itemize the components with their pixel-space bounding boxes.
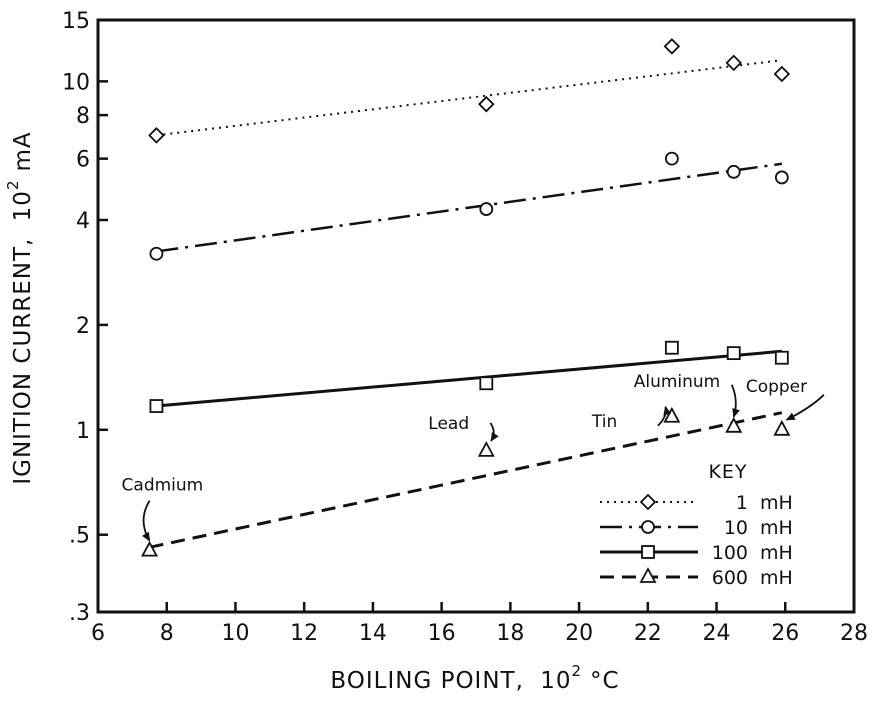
data-point-1-mh: [148, 127, 165, 144]
x-axis-label-prefix: 10: [540, 668, 571, 694]
x-tick-label: 18: [496, 621, 524, 646]
legend-value-1: 1: [736, 492, 748, 514]
y-tick-label: .5: [69, 524, 90, 549]
x-tick-label: 24: [703, 621, 731, 646]
annotation-arrow: [785, 394, 825, 421]
legend-unit: mH: [760, 542, 793, 564]
y-axis-label-prefix: 10: [10, 190, 36, 221]
legend-marker-10-mh: [641, 520, 655, 534]
x-tick-label: 8: [160, 621, 174, 646]
fit-line-10-mh: [156, 162, 783, 253]
x-tick-label: 26: [771, 621, 799, 646]
data-point-10-mh: [479, 202, 494, 216]
y-tick-label: .3: [69, 601, 90, 626]
legend: KEY 1 mH 10 mH 100 mH 600 mH: [600, 461, 793, 589]
y-axis-label-sup: 2: [4, 180, 22, 191]
fit-lines-layer: [149, 59, 783, 549]
data-point-100-mh: [149, 399, 164, 413]
annotation-aluminum: Aluminum: [634, 372, 721, 392]
annotation-arrow: [657, 405, 672, 427]
data-point-10-mh: [774, 170, 789, 185]
data-point-1-mh: [663, 38, 681, 55]
data-point-10-mh: [664, 151, 679, 166]
annotation-arrow: [489, 422, 499, 442]
fit-line-1-mh: [156, 59, 782, 137]
y-axis-label-unit: mA: [10, 131, 36, 171]
x-tick-label: 12: [290, 621, 318, 646]
x-tick-label: 14: [359, 621, 387, 646]
legend-unit: mH: [760, 567, 793, 589]
data-point-100-mh: [664, 340, 679, 355]
plot-frame: [96, 18, 856, 614]
annotation-copper: Copper: [746, 377, 807, 397]
annotation-arrow: [142, 500, 151, 542]
legend-unit: mH: [760, 517, 793, 539]
fit-line-600-mh: [149, 411, 783, 549]
data-point-1-mh: [773, 65, 791, 83]
annotation-tin: Tin: [591, 412, 617, 432]
data-point-1-mh: [478, 95, 495, 113]
data-point-600-mh: [773, 419, 791, 436]
data-point-10-mh: [149, 246, 164, 261]
y-axis-title: IGNITION CURRENT, 102 mA: [4, 131, 36, 484]
legend-marker-1-mh: [639, 493, 657, 511]
y-tick-label: 6: [76, 148, 90, 173]
data-point-600-mh: [663, 406, 681, 423]
data-point-600-mh: [141, 540, 159, 557]
x-axis-label-text: BOILING POINT,: [330, 668, 524, 694]
data-point-10-mh: [726, 164, 741, 179]
data-point-100-mh: [774, 350, 789, 365]
y-tick-label: 8: [76, 104, 90, 129]
x-tick-label: 16: [428, 621, 456, 646]
legend-title: KEY: [708, 461, 747, 483]
y-axis-label-text: IGNITION CURRENT,: [10, 238, 36, 485]
legend-marker-600-mh: [639, 567, 657, 583]
y-tick-label: 2: [76, 314, 90, 339]
annotations-layer: Cadmium Lead Tin Aluminum Copper: [122, 372, 825, 542]
markers-layer: [141, 38, 791, 557]
x-axis-label-unit: °C: [590, 668, 620, 694]
legend-value-100: 100: [712, 542, 748, 564]
legend-value-600: 600: [712, 567, 748, 589]
data-point-1-mh: [725, 54, 743, 72]
x-tick-label: 20: [565, 621, 593, 646]
x-tick-label: 22: [634, 621, 662, 646]
x-axis-title: BOILING POINT, 102 °C: [330, 662, 619, 694]
annotation-cadmium: Cadmium: [122, 476, 204, 496]
x-tick-label: 6: [91, 621, 105, 646]
data-point-600-mh: [477, 440, 495, 457]
annotation-arrow: [730, 384, 740, 418]
legend-marker-100-mh: [641, 545, 655, 559]
data-point-100-mh: [479, 376, 494, 391]
y-tick-label: 10: [62, 70, 90, 95]
x-tick-label: 10: [221, 621, 249, 646]
data-point-600-mh: [725, 416, 743, 433]
annotation-lead: Lead: [428, 414, 469, 434]
x-axis-label-sup: 2: [572, 662, 583, 680]
y-tick-label: 15: [62, 9, 90, 34]
data-point-100-mh: [726, 346, 741, 361]
y-tick-label: 4: [76, 209, 90, 234]
y-tick-label: 1: [76, 419, 90, 444]
legend-unit: mH: [760, 492, 793, 514]
legend-value-10: 10: [724, 517, 748, 539]
fit-line-100-mh: [156, 349, 782, 408]
x-tick-label: 28: [840, 621, 868, 646]
